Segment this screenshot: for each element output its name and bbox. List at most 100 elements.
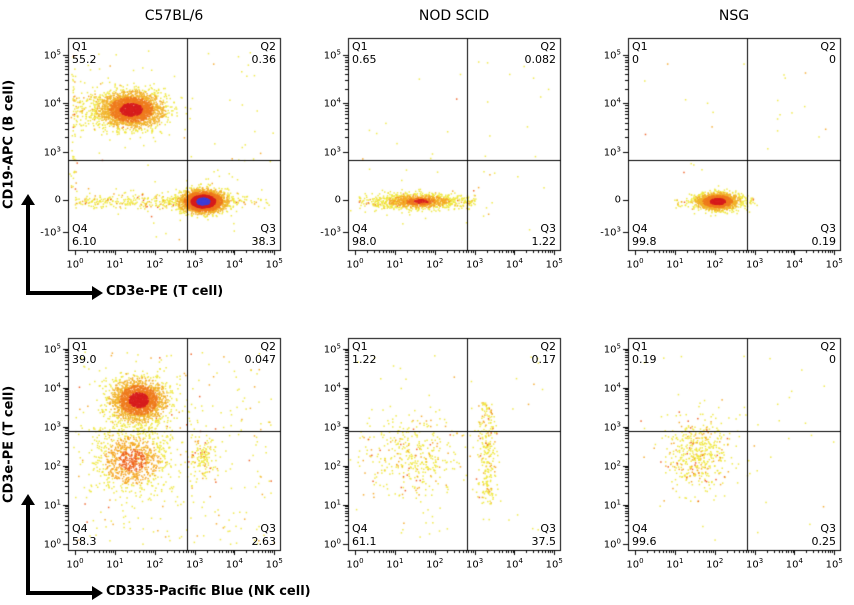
- tick-label: 103: [323, 419, 341, 434]
- tick-label: 102: [146, 257, 164, 271]
- tick-label: 105: [323, 48, 341, 62]
- x-axis-label-row2: CD335-Pacific Blue (NK cell): [106, 584, 311, 599]
- tick-label: 103: [43, 419, 61, 434]
- tick-label: 105: [603, 48, 621, 62]
- flow-panel-row1-nsg: Q1 0 Q2 0 Q4 99.8 Q3 0.19: [628, 38, 840, 250]
- tick-label: -103: [40, 225, 61, 239]
- tick-label: 104: [43, 96, 61, 110]
- y-axis-label-row2: CD3e-PE (T cell): [1, 385, 17, 503]
- tick-label: -103: [320, 225, 341, 239]
- quadrant-label: Q1: [632, 40, 648, 53]
- x-axis-arrow-shaft-row2: [26, 591, 92, 595]
- tick-label: 104: [225, 557, 244, 571]
- quadrant-q1: Q1 39.0: [72, 340, 97, 366]
- quadrant-label: Q3: [820, 222, 836, 235]
- tick-label: 103: [43, 145, 61, 159]
- tick-label: 0: [54, 194, 61, 206]
- tick-label: 100: [603, 536, 621, 551]
- quadrant-q4: Q4 58.3: [72, 522, 97, 548]
- column-title-nod-scid: NOD SCID: [418, 8, 490, 24]
- tick-label: 105: [545, 257, 563, 271]
- tick-label: 102: [706, 257, 724, 271]
- tick-label: -103: [600, 225, 621, 239]
- quadrant-q1: Q1 0.65: [352, 40, 377, 66]
- quadrant-value: 0.19: [632, 353, 657, 366]
- quadrant-value: 2.63: [251, 535, 277, 548]
- quadrant-value: 0.25: [811, 535, 837, 548]
- quadrant-value: 0.082: [524, 53, 557, 66]
- quadrant-q1: Q1 1.22: [352, 340, 377, 366]
- column-title-nsg: NSG: [718, 8, 750, 24]
- tick-label: 103: [745, 257, 764, 271]
- quadrant-label: Q1: [352, 340, 368, 353]
- quadrant-label: Q1: [352, 40, 368, 53]
- quadrant-label: Q4: [352, 522, 368, 535]
- quadrant-label: Q3: [540, 222, 556, 235]
- quadrant-value: 39.0: [72, 353, 97, 366]
- quadrant-q1: Q1 0: [632, 40, 648, 66]
- tick-label: 104: [323, 96, 341, 110]
- quadrant-value: 99.8: [632, 235, 657, 248]
- quadrant-label: Q4: [72, 522, 88, 535]
- quadrant-value: 6.10: [72, 235, 97, 248]
- quadrant-label: Q3: [540, 522, 556, 535]
- tick-label: 105: [265, 557, 283, 571]
- tick-label: 100: [346, 557, 364, 571]
- tick-label: 101: [603, 497, 621, 512]
- quadrant-label: Q3: [260, 522, 276, 535]
- tick-label: 0: [614, 194, 621, 206]
- quadrant-value: 0: [829, 53, 836, 66]
- quadrant-q3: Q3 2.63: [252, 522, 277, 548]
- tick-label: 104: [505, 257, 524, 271]
- tick-label: 102: [323, 458, 341, 473]
- flow-panel-row2-nod-scid: Q1 1.22 Q2 0.17 Q4 61.1 Q3 37.5: [348, 338, 560, 550]
- tick-label: 105: [43, 48, 61, 62]
- quadrant-label: Q3: [820, 522, 836, 535]
- quadrant-label: Q2: [260, 40, 276, 53]
- flow-panel-row1-c57bl6: Q1 55.2 Q2 0.36 Q4 6.10 Q3 38.3: [68, 38, 280, 250]
- tick-label: 105: [43, 341, 61, 356]
- quadrant-value: 37.5: [531, 535, 557, 548]
- tick-label: 101: [106, 257, 124, 271]
- quadrant-q3: Q3 37.5: [532, 522, 557, 548]
- quadrant-q1: Q1 0.19: [632, 340, 657, 366]
- x-axis-arrow-shaft-row1: [26, 291, 92, 295]
- quadrant-value: 99.6: [632, 535, 657, 548]
- flow-panel-row1-nod-scid: Q1 0.65 Q2 0.082 Q4 98.0 Q3 1.22: [348, 38, 560, 250]
- quadrant-label: Q2: [820, 340, 836, 353]
- flow-panel-row2-nsg: Q1 0.19 Q2 0 Q4 99.6 Q3 0.25: [628, 338, 840, 550]
- tick-label: 101: [106, 557, 124, 571]
- tick-label: 105: [825, 257, 843, 271]
- quadrant-q1: Q1 55.2: [72, 40, 97, 66]
- tick-label: 103: [185, 257, 204, 271]
- quadrant-value: 0.36: [251, 53, 277, 66]
- quadrant-value: 0: [829, 353, 836, 366]
- tick-label: 104: [225, 257, 244, 271]
- tick-label: 100: [626, 557, 644, 571]
- quadrant-q2: Q2 0.36: [252, 40, 277, 66]
- quadrant-value: 55.2: [72, 53, 97, 66]
- tick-label: 105: [323, 341, 341, 356]
- quadrant-q4: Q4 99.8: [632, 222, 657, 248]
- quadrant-label: Q2: [820, 40, 836, 53]
- tick-label: 105: [825, 557, 843, 571]
- tick-label: 100: [43, 536, 61, 551]
- quadrant-value: 0: [632, 53, 639, 66]
- tick-label: 104: [603, 96, 621, 110]
- tick-label: 104: [43, 380, 61, 395]
- quadrant-value: 61.1: [352, 535, 377, 548]
- quadrant-value: 0.65: [352, 53, 377, 66]
- tick-label: 105: [265, 257, 283, 271]
- tick-label: 100: [323, 536, 341, 551]
- quadrant-label: Q2: [540, 340, 556, 353]
- quadrant-label: Q1: [632, 340, 648, 353]
- x-axis-arrow-head-row1: [92, 286, 103, 300]
- tick-label: 102: [43, 458, 61, 473]
- x-axis-arrow-head-row2: [92, 586, 103, 600]
- y-axis-arrow-shaft-row2: [26, 504, 30, 593]
- quadrant-q3: Q3 1.22: [532, 222, 557, 248]
- quadrant-value: 1.22: [352, 353, 377, 366]
- tick-label: 102: [426, 557, 444, 571]
